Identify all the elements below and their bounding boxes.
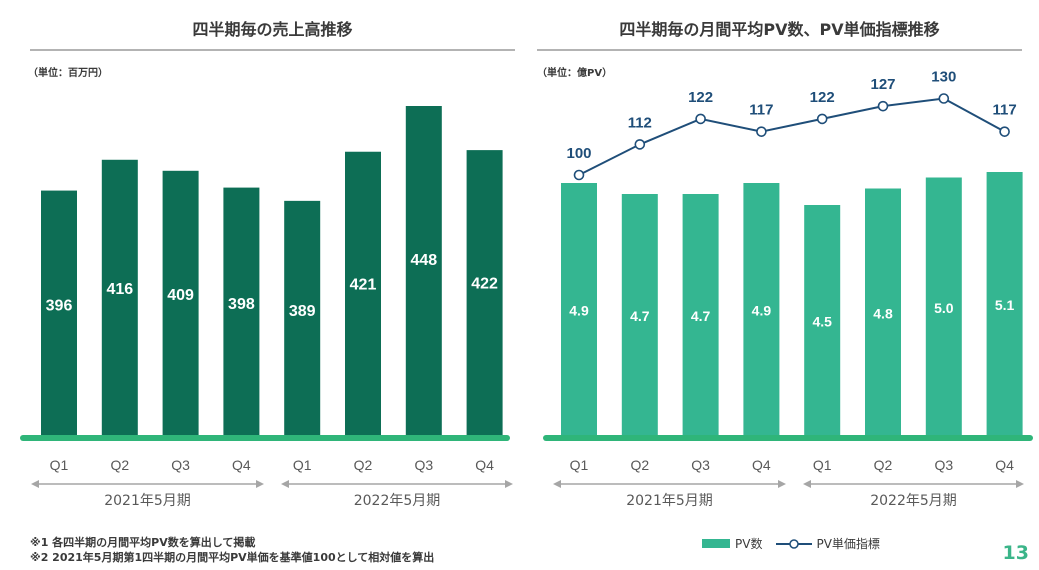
pv-index-point [816,113,828,125]
pv-bar [865,188,901,436]
right-chart-title: 四半期毎の月間平均PV数、PV単価指標推移 [619,20,940,39]
pv-bar [986,172,1023,436]
pv-bar [804,205,841,436]
pv-index-point [634,139,646,150]
left-period-2021-label: 2021年5月期 [104,493,191,509]
revenue-bar [41,190,77,436]
left-x-tick-label: Q4 [475,457,494,473]
left-x-tick-label: Q2 [354,457,373,473]
revenue-bar [223,187,260,436]
pv-bar [561,183,597,436]
right-chart-baseline [543,435,1033,441]
right-period-2022-arrow-right [1016,480,1024,488]
pv-bar-label: 4.9 [752,303,772,319]
revenue-bar [284,200,321,436]
pv-index-label: 117 [992,102,1016,119]
left-title-rule [30,49,515,51]
right-x-tick-label: Q3 [934,457,953,473]
left-period-2022-label: 2022年5月期 [354,493,441,509]
pv-bar-label: 4.5 [812,314,832,330]
right-x-tick-label: Q4 [995,457,1014,473]
pv-index-label: 122 [688,89,713,106]
left-x-tick-label: Q2 [110,457,129,473]
left-period-2022-arrow-right [505,480,513,488]
pv-index-label: 117 [749,102,773,119]
pv-bar [925,177,962,436]
revenue-bar-label: 398 [228,296,255,313]
left-period-2022-arrow-left [281,480,289,488]
pv-bar-label: 4.8 [873,305,893,321]
right-unit-label: （単位：億PV） [537,68,613,79]
right-period-2021-label: 2021年5月期 [626,493,713,509]
left-unit-label: （単位：百万円） [28,68,108,79]
page-number: 13 [1002,542,1029,564]
left-x-tick-label: Q4 [232,457,251,473]
pv-bar [621,194,658,436]
pv-index-line [578,97,1006,176]
left-chart-baseline [20,435,510,441]
revenue-bar [405,106,442,436]
right-x-tick-label: Q1 [570,457,589,473]
pv-index-label: 100 [566,145,591,162]
left-period-2021-arrow-right [256,480,264,488]
pv-index-label: 122 [810,89,835,106]
footnote-2: ※2 2021年5月期第1四半期の月間平均PV単価を基準値100として相対値を算… [30,551,435,564]
legend-bar-label: PV数 [735,537,763,551]
pv-bar [743,183,780,436]
right-period-2021-arrow-left [553,480,561,488]
right-x-tick-label: Q4 [752,457,771,473]
revenue-bar [101,159,138,437]
revenue-bar [466,150,503,436]
left-period-2021-arrow-left [31,480,39,488]
revenue-bar-label: 416 [106,281,133,298]
revenue-bar-label: 448 [410,252,437,269]
revenue-bar [162,170,199,436]
pv-bar-label: 4.7 [630,308,650,324]
legend-bar-swatch [702,539,730,548]
pv-index-point [938,93,950,104]
pv-bar-label: 4.9 [569,303,589,319]
left-x-tick-label: Q3 [171,457,190,473]
revenue-bar [345,151,381,436]
pv-bar-label: 5.0 [934,300,954,316]
legend-line-label: PV単価指標 [816,537,880,551]
pv-index-label: 127 [870,76,895,93]
right-x-tick-label: Q2 [874,457,893,473]
revenue-bar-label: 396 [46,297,73,314]
right-x-tick-label: Q2 [630,457,649,473]
pv-bar [682,194,719,436]
right-period-2022-label: 2022年5月期 [870,493,957,509]
pv-index-point [573,169,585,181]
right-title-rule [537,49,1022,51]
pv-index-label: 112 [628,114,652,131]
right-x-tick-label: Q1 [813,457,832,473]
revenue-bar-label: 409 [167,287,194,304]
left-chart-title: 四半期毎の売上高推移 [192,20,353,39]
right-period-2021-arrow-right [778,480,786,488]
left-x-tick-label: Q1 [293,457,312,473]
right-x-tick-label: Q3 [691,457,710,473]
revenue-bar-label: 421 [350,276,377,293]
pv-index-point [756,126,767,137]
left-x-tick-label: Q1 [50,457,69,473]
left-x-tick-label: Q3 [414,457,433,473]
legend-line-swatch [776,538,813,549]
legend: PV数 PV単価指標 [702,535,880,552]
pv-index-point [695,113,706,125]
revenue-bar-label: 389 [289,303,316,320]
pv-index-point [999,126,1010,137]
pv-bar-label: 4.7 [691,308,711,324]
revenue-bar-label: 422 [471,276,498,293]
pv-index-point [877,100,889,112]
pv-bar-label: 5.1 [995,297,1015,313]
pv-index-label: 130 [931,69,956,86]
right-period-2022-arrow-left [803,480,811,488]
footnote-1: ※1 各四半期の月間平均PV数を算出して掲載 [30,536,256,549]
